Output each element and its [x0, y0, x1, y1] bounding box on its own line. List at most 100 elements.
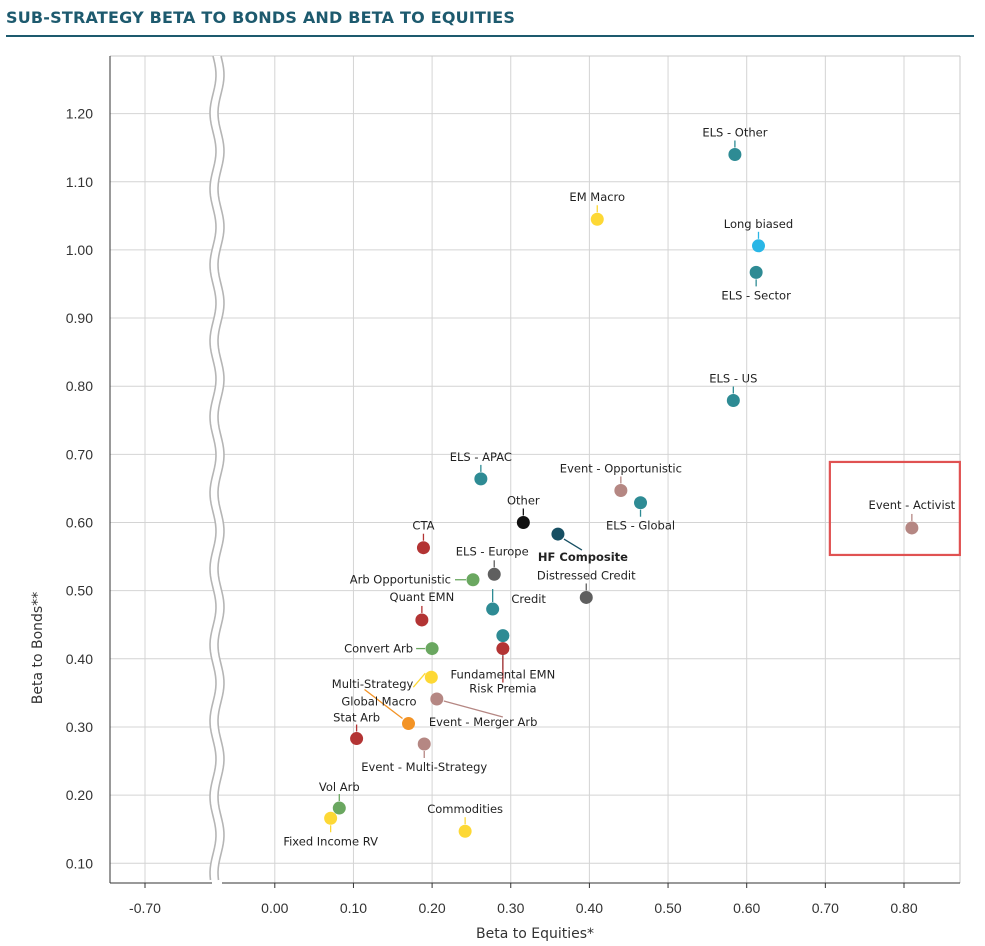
y-tick-label: 0.90	[66, 310, 93, 326]
point-risk-premia	[496, 642, 510, 656]
point-arb-opportunistic	[466, 573, 480, 587]
leader-event-merger-arb	[443, 700, 503, 718]
label-vol-arb: Vol Arb	[319, 780, 360, 794]
label-els-us: ELS - US	[709, 372, 757, 386]
x-tick-label: -0.70	[129, 900, 161, 916]
point-multi-strategy	[424, 670, 438, 684]
label-event-activist: Event - Activist	[869, 498, 956, 512]
point-fixed-income-rv	[324, 811, 338, 825]
point-credit	[486, 602, 500, 616]
x-tick-label: 0.10	[340, 900, 367, 916]
x-tick-label: 0.50	[654, 900, 681, 916]
y-tick-label: 0.30	[66, 719, 93, 735]
label-em-macro: EM Macro	[569, 190, 625, 204]
y-tick-label: 1.20	[66, 106, 93, 122]
break-edge-right	[217, 55, 225, 881]
break-edge-left	[209, 55, 217, 881]
point-em-macro	[590, 212, 604, 226]
point-distressed-credit	[579, 590, 593, 604]
label-event-opportunistic: Event - Opportunistic	[560, 461, 682, 475]
grid-lines	[110, 56, 960, 883]
label-long-biased: Long biased	[724, 217, 793, 231]
point-els-europe	[487, 567, 501, 581]
leader-global-macro	[364, 689, 403, 720]
y-tick-label: 0.20	[66, 787, 93, 803]
label-els-global: ELS - Global	[606, 519, 675, 533]
point-els-global	[634, 496, 648, 510]
axis-break	[209, 55, 225, 886]
x-tick-label: 0.20	[418, 900, 445, 916]
x-tick-label: 0.70	[812, 900, 839, 916]
leader-hf-composite	[563, 538, 583, 551]
break-axis-gap	[212, 882, 222, 886]
y-axis-title: Beta to Bonds**	[30, 592, 46, 704]
label-els-other: ELS - Other	[702, 125, 767, 139]
label-other: Other	[507, 494, 540, 508]
plot-frame	[109, 55, 961, 884]
point-els-us	[726, 394, 740, 408]
label-cta: CTA	[412, 519, 434, 533]
x-tick-label: 0.30	[497, 900, 524, 916]
point-commodities	[458, 824, 472, 838]
data-points	[324, 147, 919, 838]
x-tick-labels: -0.70 0.00 0.10 0.20 0.30 0.40 0.50 0.60 0.70 0.8…	[129, 883, 918, 916]
point-event-activist	[905, 521, 919, 535]
point-hf-composite	[551, 527, 565, 541]
point-vol-arb	[332, 801, 346, 815]
point-fundamental-emn	[496, 629, 510, 643]
x-tick-label: 0.80	[890, 900, 917, 916]
point-other	[516, 516, 530, 529]
label-els-apac: ELS - APAC	[450, 450, 512, 464]
y-tick-label: 0.40	[66, 651, 93, 667]
point-quant-emn	[415, 613, 429, 627]
label-distressed-credit: Distressed Credit	[537, 568, 636, 582]
point-event-multi-strategy	[417, 737, 431, 751]
x-tick-label: 0.00	[261, 900, 288, 916]
label-commodities: Commodities	[427, 802, 503, 816]
label-quant-emn: Quant EMN	[390, 590, 455, 604]
y-tick-labels: 0.10 0.20 0.30 0.40 0.50 0.60 0.70 0.80 0.90 1.00…	[66, 106, 93, 872]
label-event-merger-arb: Event - Merger Arb	[429, 715, 538, 729]
label-arb-opportunistic: Arb Opportunistic	[350, 573, 451, 587]
point-els-sector	[749, 265, 763, 279]
y-tick-label: 1.10	[66, 174, 93, 190]
point-labels: ELS - Other EM Macro Long biased ELS - Sect…	[283, 125, 955, 848]
point-event-merger-arb	[430, 692, 444, 706]
point-els-other	[728, 147, 742, 161]
title-underline	[6, 35, 974, 37]
y-tick-label: 0.70	[66, 446, 93, 462]
x-axis-title: Beta to Equities*	[476, 926, 594, 942]
y-tick-label: 0.80	[66, 378, 93, 394]
point-long-biased	[751, 239, 765, 253]
label-multi-strategy: Multi-Strategy	[332, 677, 414, 691]
y-tick-label: 1.00	[66, 242, 93, 258]
point-convert-arb	[425, 642, 439, 656]
label-convert-arb: Convert Arb	[344, 642, 413, 656]
point-global-macro	[402, 717, 416, 731]
label-fundamental-emn: Fundamental EMN	[451, 668, 556, 682]
break-band	[210, 56, 224, 880]
y-tick-label: 0.60	[66, 515, 93, 531]
highlight-box	[828, 460, 961, 557]
x-tick-label: 0.40	[576, 900, 603, 916]
point-cta	[416, 541, 430, 555]
label-credit: Credit	[511, 592, 546, 606]
chart-title: SUB-STRATEGY BETA TO BONDS AND BETA TO E…	[6, 8, 516, 27]
point-event-opportunistic	[614, 483, 628, 497]
leader-multi-strategy	[412, 672, 426, 688]
x-tick-label: 0.60	[733, 900, 760, 916]
point-els-apac	[474, 472, 488, 486]
label-els-europe: ELS - Europe	[456, 544, 529, 558]
label-fixed-income-rv: Fixed Income RV	[283, 834, 378, 848]
leader-lines	[329, 140, 913, 833]
y-tick-label: 0.10	[66, 855, 93, 871]
label-global-macro: Global Macro	[341, 695, 416, 709]
label-hf-composite: HF Composite	[538, 550, 628, 564]
label-event-multi-strategy: Event - Multi-Strategy	[361, 760, 487, 774]
label-stat-arb: Stat Arb	[333, 711, 380, 725]
label-risk-premia: Risk Premia	[469, 682, 536, 696]
point-stat-arb	[350, 732, 364, 746]
y-tick-label: 0.50	[66, 583, 93, 599]
label-els-sector: ELS - Sector	[721, 288, 791, 302]
